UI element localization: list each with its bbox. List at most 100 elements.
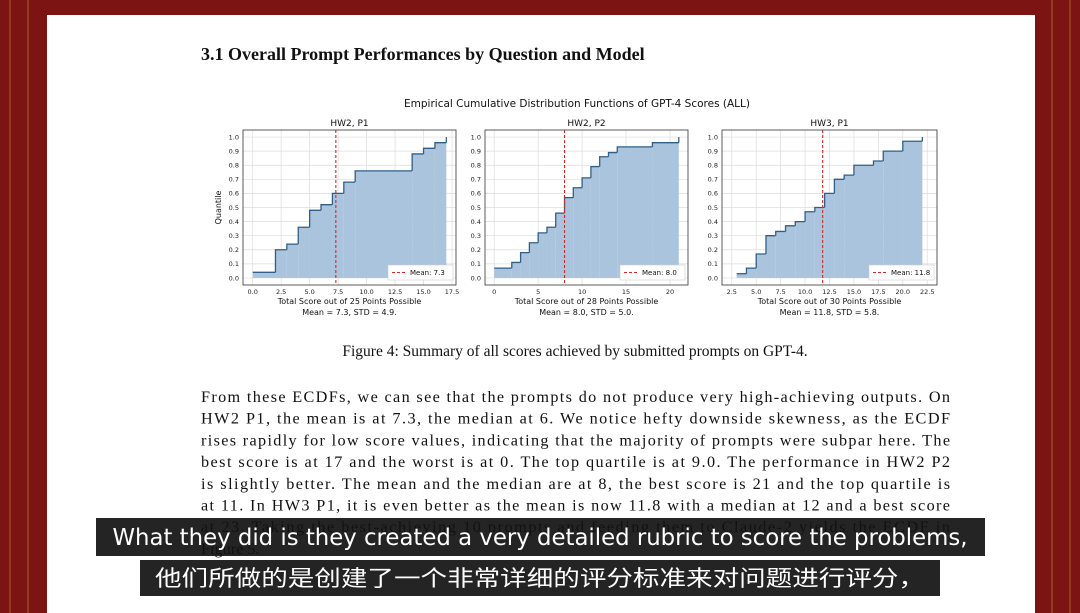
ecdf-step-area	[765, 235, 776, 278]
paragraph-line: From these ECDFs, we can see that the pr…	[201, 388, 950, 406]
x-tick-label: 12.5	[388, 288, 402, 296]
ecdf-step-line	[434, 142, 447, 149]
x-tick-label: 20.0	[896, 288, 910, 296]
chart-title: HW2, P1	[330, 119, 368, 129]
y-tick-label: 0.5	[708, 204, 718, 212]
ecdf-step-area	[590, 166, 600, 278]
x-tick-label: 17.5	[871, 288, 885, 296]
y-tick-label: 0.9	[708, 147, 718, 155]
paragraph-line: at 11. In HW3 P1, it is even better as t…	[201, 497, 950, 515]
ecdf-step-area	[511, 262, 521, 278]
x-tick-label: 22.5	[920, 288, 934, 296]
ecdf-step-line	[794, 220, 806, 226]
y-tick-label: 1.0	[708, 133, 718, 141]
ecdf-step-area	[423, 148, 435, 278]
ecdf-step-line	[745, 267, 757, 274]
ecdf-step-area	[736, 273, 747, 278]
ecdf-step-line	[343, 181, 356, 194]
x-axis-note: Mean = 11.8, STD = 5.8.	[780, 308, 880, 317]
ecdf-step-area	[321, 204, 333, 278]
ecdf-step-line	[511, 261, 521, 269]
ecdf-step-line	[616, 146, 653, 153]
section-title: 3.1 Overall Prompt Performances by Quest…	[201, 44, 645, 64]
x-tick-label: 15	[622, 288, 630, 296]
y-axis-label: Quantile	[214, 191, 223, 225]
plot-frame	[484, 129, 689, 286]
ecdf-step-area	[617, 146, 653, 278]
y-tick-label: 0.2	[471, 246, 481, 254]
y-tick-label: 0.3	[229, 232, 239, 240]
ecdf-step-area	[652, 142, 679, 278]
ecdf-step-area	[546, 227, 556, 278]
ecdf-step-line	[599, 156, 609, 167]
paragraph-line: is slightly better. The mean and the med…	[201, 475, 950, 493]
ecdf-step-line	[775, 230, 786, 236]
ecdf-step-line	[784, 225, 796, 232]
ecdf-step-area	[494, 268, 512, 278]
y-tick-label: 0.5	[229, 204, 239, 212]
ecdf-step-line	[853, 164, 874, 176]
ecdf-step-line	[843, 174, 854, 180]
y-tick-label: 0.4	[229, 218, 239, 226]
ecdf-step-area	[573, 187, 583, 278]
ecdf-step-area	[298, 227, 310, 278]
x-tick-label: 17.5	[445, 288, 459, 296]
ecdf-step-area	[775, 231, 786, 278]
x-tick-label: 2.5	[727, 288, 737, 296]
ecdf-step-area	[814, 207, 825, 278]
y-tick-label: 0.4	[471, 218, 481, 226]
ecdf-step-area	[795, 221, 806, 278]
x-axis-note: Mean = 7.3, STD = 4.9.	[302, 308, 397, 317]
legend-label: Mean: 8.0	[642, 269, 677, 277]
y-tick-label: 0.0	[229, 274, 239, 282]
ecdf-step-line	[872, 160, 884, 166]
ecdf-step-line	[902, 140, 923, 152]
ecdf-step-area	[309, 210, 322, 278]
legend-box	[387, 264, 454, 281]
ecdf-step-area	[343, 182, 356, 278]
ecdf-step-area	[844, 175, 854, 278]
ecdf-step-line	[274, 249, 287, 273]
ecdf-step-area	[582, 177, 591, 278]
x-axis-label: Total Score out of 25 Points Possible	[277, 297, 422, 306]
ecdf-step-area	[785, 225, 796, 278]
y-tick-label: 0.3	[708, 232, 718, 240]
figure-title: Empirical Cumulative Distribution Functi…	[404, 98, 750, 110]
subtitle-box	[140, 560, 940, 596]
legend-label: Mean: 11.8	[891, 269, 930, 277]
x-axis-label: Total Score out of 28 Points Possible	[514, 297, 659, 306]
ecdf-step-line	[331, 192, 344, 205]
ecdf-step-area	[883, 151, 903, 278]
ecdf-step-area	[599, 156, 609, 278]
ecdf-step-area	[275, 249, 287, 278]
y-tick-label: 0.6	[229, 190, 239, 198]
y-tick-label: 0.6	[708, 190, 718, 198]
ecdf-step-area	[902, 141, 923, 278]
ecdf-step-line	[765, 235, 776, 254]
chart-title: HW3, P1	[810, 119, 848, 129]
ecdf-step-area	[873, 161, 884, 278]
ecdf-step-area	[520, 252, 530, 278]
ecdf-step-line	[308, 209, 322, 228]
ecdf-step-area	[529, 242, 539, 278]
ecdf-step-line	[572, 187, 583, 198]
ecdf-step-area	[834, 179, 845, 278]
ecdf-step-area	[824, 193, 835, 278]
y-tick-label: 0.7	[471, 176, 481, 184]
x-tick-label: 12.5	[822, 288, 836, 296]
ecdf-step-line	[519, 251, 530, 263]
ecdf-step-line	[411, 153, 424, 171]
ecdf-step-line	[422, 147, 435, 154]
x-tick-label: 15.0	[847, 288, 861, 296]
y-tick-label: 0.5	[471, 204, 481, 212]
ecdf-step-line	[297, 226, 310, 245]
y-tick-label: 0.8	[708, 162, 718, 170]
subtitle-box	[96, 518, 985, 556]
ecdf-step-area	[286, 244, 299, 278]
ecdf-step-area	[608, 152, 618, 278]
ecdf-step-line	[354, 170, 413, 183]
legend-label: Mean: 7.3	[410, 269, 445, 277]
y-tick-label: 0.7	[229, 176, 239, 184]
ecdf-step-line	[651, 142, 679, 147]
